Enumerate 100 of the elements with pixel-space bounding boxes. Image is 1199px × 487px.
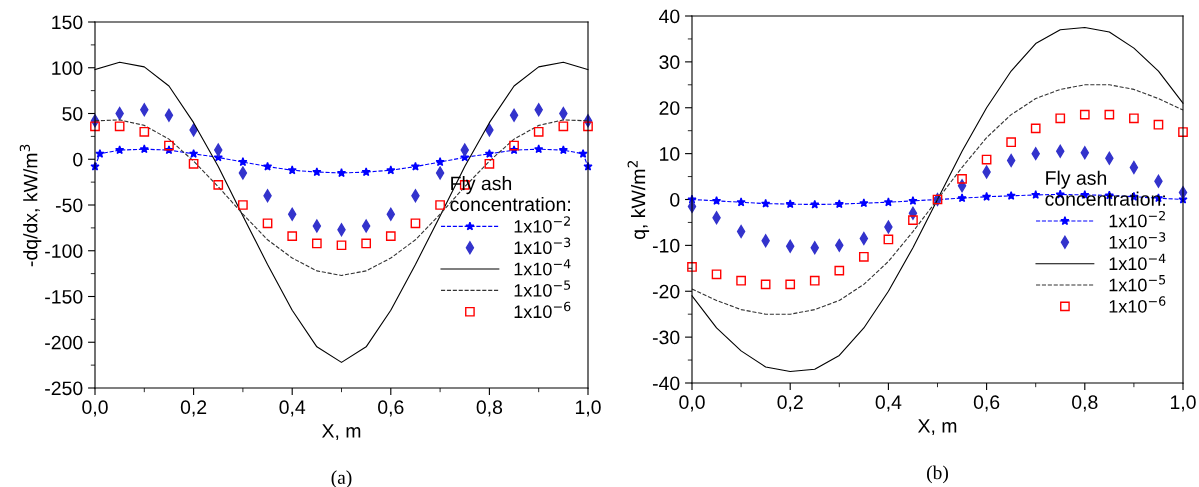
point — [1104, 109, 1115, 120]
point — [386, 207, 396, 221]
legend-label: 1x10$^{−5}$ — [1109, 275, 1166, 292]
point — [114, 145, 125, 155]
point — [509, 140, 519, 151]
line-series — [691, 84, 1184, 315]
point — [238, 166, 248, 180]
point — [760, 279, 771, 290]
x-tick-label: 0,0 — [82, 400, 108, 417]
point — [484, 158, 495, 169]
point — [1030, 123, 1041, 134]
point — [859, 198, 869, 208]
y-tick-label: 40 — [659, 9, 680, 24]
point — [188, 158, 199, 169]
point — [558, 145, 569, 155]
x-tick-label: 0,6 — [378, 400, 404, 417]
x-axis-title: X, m — [917, 419, 957, 436]
point — [311, 238, 322, 249]
point — [1055, 113, 1066, 124]
point — [287, 165, 297, 175]
legend-label: 1x10$^{−2}$ — [514, 216, 570, 233]
point — [336, 168, 347, 178]
point — [287, 231, 298, 241]
y-axis-title: -dq/dx, kW/m$^{3}$ — [19, 144, 42, 267]
y-tick-label: 0 — [73, 152, 83, 167]
point — [1006, 137, 1017, 148]
point — [711, 269, 722, 280]
point — [785, 239, 795, 253]
x-tick-label: 0,4 — [875, 395, 902, 412]
text: (a) — [331, 470, 352, 487]
point — [262, 218, 273, 229]
point — [883, 197, 894, 207]
point — [385, 231, 396, 241]
y-tick-label: -200 — [45, 335, 83, 350]
y-tick-label: -50 — [55, 198, 83, 213]
point — [361, 167, 371, 177]
point — [578, 148, 588, 158]
point — [957, 173, 967, 184]
point — [509, 108, 519, 122]
point — [213, 180, 224, 190]
point — [312, 167, 322, 177]
point — [238, 157, 248, 167]
point — [262, 161, 273, 171]
legend-label: 1x10$^{−3}$ — [1109, 232, 1166, 249]
point — [736, 275, 746, 286]
point — [687, 262, 697, 272]
point — [1178, 127, 1188, 137]
point — [188, 148, 199, 158]
point — [139, 144, 149, 154]
point — [1031, 190, 1041, 199]
point — [908, 215, 918, 226]
point — [90, 121, 100, 132]
legend-label: 1x10$^{−2}$ — [1109, 210, 1165, 228]
point — [834, 199, 844, 209]
point — [834, 265, 845, 276]
x-tick-label: 0,0 — [679, 395, 705, 412]
point — [1153, 119, 1164, 130]
point — [386, 165, 396, 175]
x-tick-label: 0,6 — [973, 395, 1000, 412]
point — [810, 199, 820, 209]
text: (b) — [927, 465, 948, 484]
y-tick-label: -250 — [45, 381, 83, 396]
point — [883, 234, 894, 245]
point — [114, 121, 125, 132]
legend-label: 1x10$^{−4}$ — [1109, 253, 1166, 271]
point — [1129, 113, 1139, 124]
y-tick-label: 150 — [52, 15, 83, 30]
point — [435, 200, 445, 210]
x-tick-label: 0,4 — [279, 400, 306, 417]
point — [711, 196, 722, 205]
x-tick-label: 1,0 — [575, 400, 601, 417]
point — [760, 198, 771, 208]
point — [435, 166, 445, 180]
point — [1079, 109, 1090, 120]
point — [164, 140, 174, 151]
point — [736, 225, 746, 239]
point — [957, 193, 967, 203]
y-tick-label: 10 — [660, 147, 680, 161]
y-tick-label: 50 — [62, 106, 83, 121]
x-tick-label: 0,8 — [476, 400, 503, 417]
point — [736, 197, 746, 207]
legend-label: 1x10$^{−6}$ — [1109, 296, 1166, 313]
y-tick-label: -40 — [652, 376, 680, 391]
y-tick-label: -30 — [652, 330, 680, 345]
y-tick-label: 100 — [52, 61, 83, 75]
y-tick-label: -10 — [652, 238, 680, 253]
point — [1129, 160, 1139, 174]
point — [484, 148, 495, 158]
legend-label: 1x10$^{−6}$ — [514, 301, 571, 319]
legend-label: 1x10$^{−3}$ — [514, 237, 571, 255]
y-axis-title: q, kW/m$^{2}$ — [627, 161, 650, 240]
point — [785, 279, 796, 290]
point — [558, 121, 569, 132]
x-tick-label: 0,2 — [180, 400, 207, 417]
y-tick-label: -100 — [45, 244, 83, 258]
point — [312, 219, 322, 233]
point — [534, 144, 544, 154]
legend-title: Fly ash concentration: — [1045, 170, 1165, 206]
y-tick-label: -20 — [652, 284, 680, 299]
point — [908, 196, 918, 205]
